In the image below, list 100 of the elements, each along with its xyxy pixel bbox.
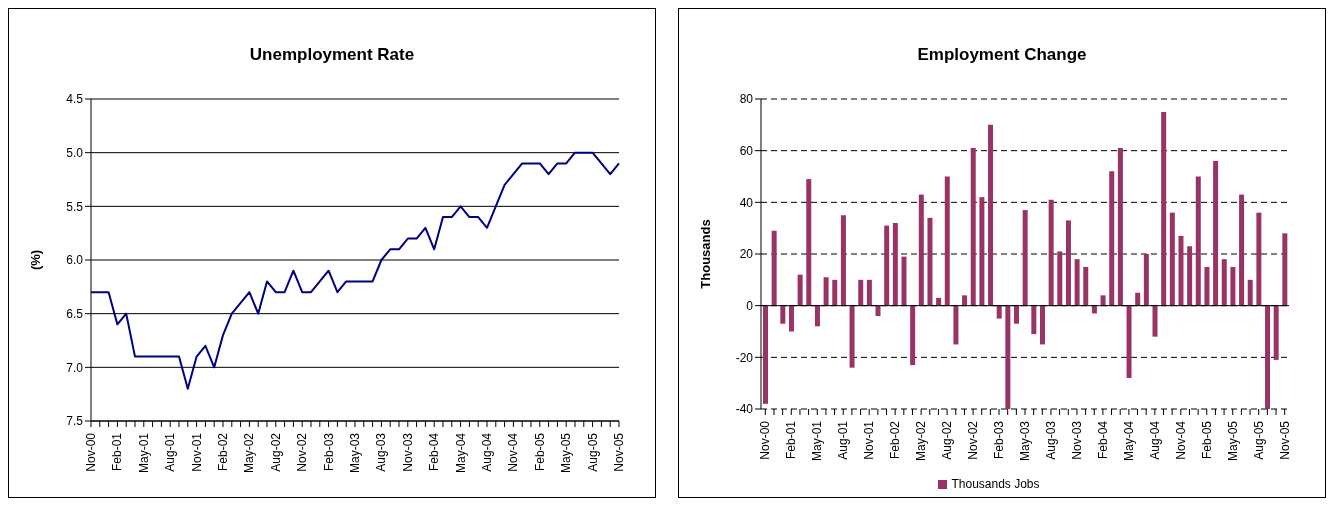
y-tick-label: 40 [739, 195, 754, 210]
bar [962, 295, 968, 306]
y-tick-label: 6.0 [66, 253, 84, 268]
bar [892, 223, 898, 306]
bar [1014, 305, 1020, 324]
bar [858, 279, 864, 306]
bar [1213, 161, 1219, 306]
bar [1117, 148, 1123, 306]
bar [953, 305, 959, 345]
x-tick-label: May-01 [810, 420, 825, 462]
x-tick-label: Nov-04 [506, 432, 521, 472]
x-tick-label: Aug-01 [163, 432, 178, 472]
bar [1230, 266, 1236, 306]
y-tick-label: 5.0 [66, 145, 84, 160]
bar [866, 279, 872, 306]
x-tick-label: Nov-04 [1173, 420, 1188, 460]
x-tick-label: Aug-02 [940, 420, 955, 460]
x-tick-label: May-04 [453, 432, 468, 474]
bar [1126, 305, 1132, 378]
bar [1048, 199, 1054, 306]
x-tick-label: Feb-02 [888, 420, 903, 460]
x-tick-label: May-03 [1018, 420, 1032, 462]
y-axis-title: Thousands [697, 219, 713, 289]
y-tick-label: 20 [739, 247, 754, 262]
x-tick-label: Aug-01 [836, 420, 851, 460]
bar [936, 297, 942, 306]
x-tick-label: Aug-03 [374, 432, 389, 472]
x-tick-label: Nov-00 [84, 432, 98, 472]
y-tick-label: 80 [739, 92, 754, 107]
x-tick-label: Feb-05 [1199, 420, 1214, 460]
bar [1239, 194, 1245, 306]
bar [910, 305, 916, 366]
x-tick-label: Aug-03 [1043, 420, 1058, 460]
bar [1091, 305, 1097, 314]
x-tick-label: Feb-04 [427, 432, 442, 472]
y-axis-title: (%) [27, 249, 43, 271]
bar [806, 179, 812, 306]
bar [1282, 233, 1288, 306]
bar [771, 230, 777, 306]
bar [1022, 210, 1028, 306]
bar [849, 305, 855, 368]
bar [1187, 246, 1193, 306]
bar [1065, 220, 1071, 306]
x-tick-label: Nov-05 [1277, 420, 1292, 460]
x-tick-label: May-02 [914, 420, 929, 462]
chart-title: Unemployment Rate [248, 45, 416, 65]
bar [763, 305, 768, 404]
bar [979, 197, 985, 306]
y-tick-label: 7.0 [66, 360, 84, 375]
y-tick-label: 60 [739, 143, 754, 158]
x-tick-label: Feb-01 [784, 420, 799, 460]
y-tick-label: 7.5 [66, 414, 84, 429]
x-tick-label: May-03 [348, 432, 362, 474]
legend-label: Thousands Jobs [951, 477, 1040, 491]
x-tick-label: May-04 [1121, 420, 1136, 462]
bar [1273, 305, 1279, 360]
x-tick-label: Feb-02 [216, 432, 230, 472]
x-tick-label: Aug-04 [480, 432, 494, 472]
x-tick-label: May-05 [1225, 420, 1240, 462]
x-tick-label: Feb-05 [532, 432, 547, 472]
x-tick-label: Aug-02 [268, 432, 283, 472]
x-tick-label: Nov-00 [758, 420, 773, 460]
bar [797, 274, 803, 306]
x-tick-label: Nov-02 [295, 432, 310, 472]
chart-title: Employment Change [916, 45, 1088, 65]
bar [1221, 259, 1227, 306]
y-tick-label: -20 [735, 350, 754, 365]
x-tick-label: May-01 [136, 432, 151, 474]
bar [875, 305, 881, 316]
bar [1057, 251, 1063, 306]
bar [1074, 259, 1080, 306]
x-tick-label: Nov-05 [612, 432, 626, 472]
bar [1031, 305, 1037, 335]
x-tick-label: Feb-03 [321, 432, 336, 472]
x-tick-label: Aug-05 [585, 432, 600, 472]
x-tick-label: Nov-01 [189, 432, 204, 472]
x-tick-label: Nov-03 [1069, 420, 1084, 460]
bar [988, 124, 994, 306]
x-tick-label: Feb-01 [110, 432, 125, 472]
bar [1204, 266, 1210, 306]
bar [901, 256, 907, 306]
bar [840, 215, 846, 306]
bar [944, 176, 950, 306]
bar [1169, 212, 1175, 306]
y-tick-label: 4.5 [66, 92, 84, 107]
x-tick-label: May-05 [559, 432, 574, 474]
bar [1083, 266, 1089, 306]
x-tick-label: Nov-02 [966, 420, 981, 460]
bar [832, 279, 838, 306]
bar [1265, 305, 1271, 409]
bar [996, 305, 1002, 319]
x-tick-label: Aug-05 [1251, 420, 1266, 460]
bar [1152, 305, 1158, 337]
bar [1195, 176, 1201, 306]
x-tick-label: Aug-04 [1147, 420, 1162, 460]
x-tick-label: May-02 [242, 432, 257, 474]
x-tick-label: Nov-03 [400, 432, 415, 472]
y-tick-label: 6.5 [66, 306, 84, 321]
bar [884, 225, 890, 306]
bar [970, 148, 976, 306]
